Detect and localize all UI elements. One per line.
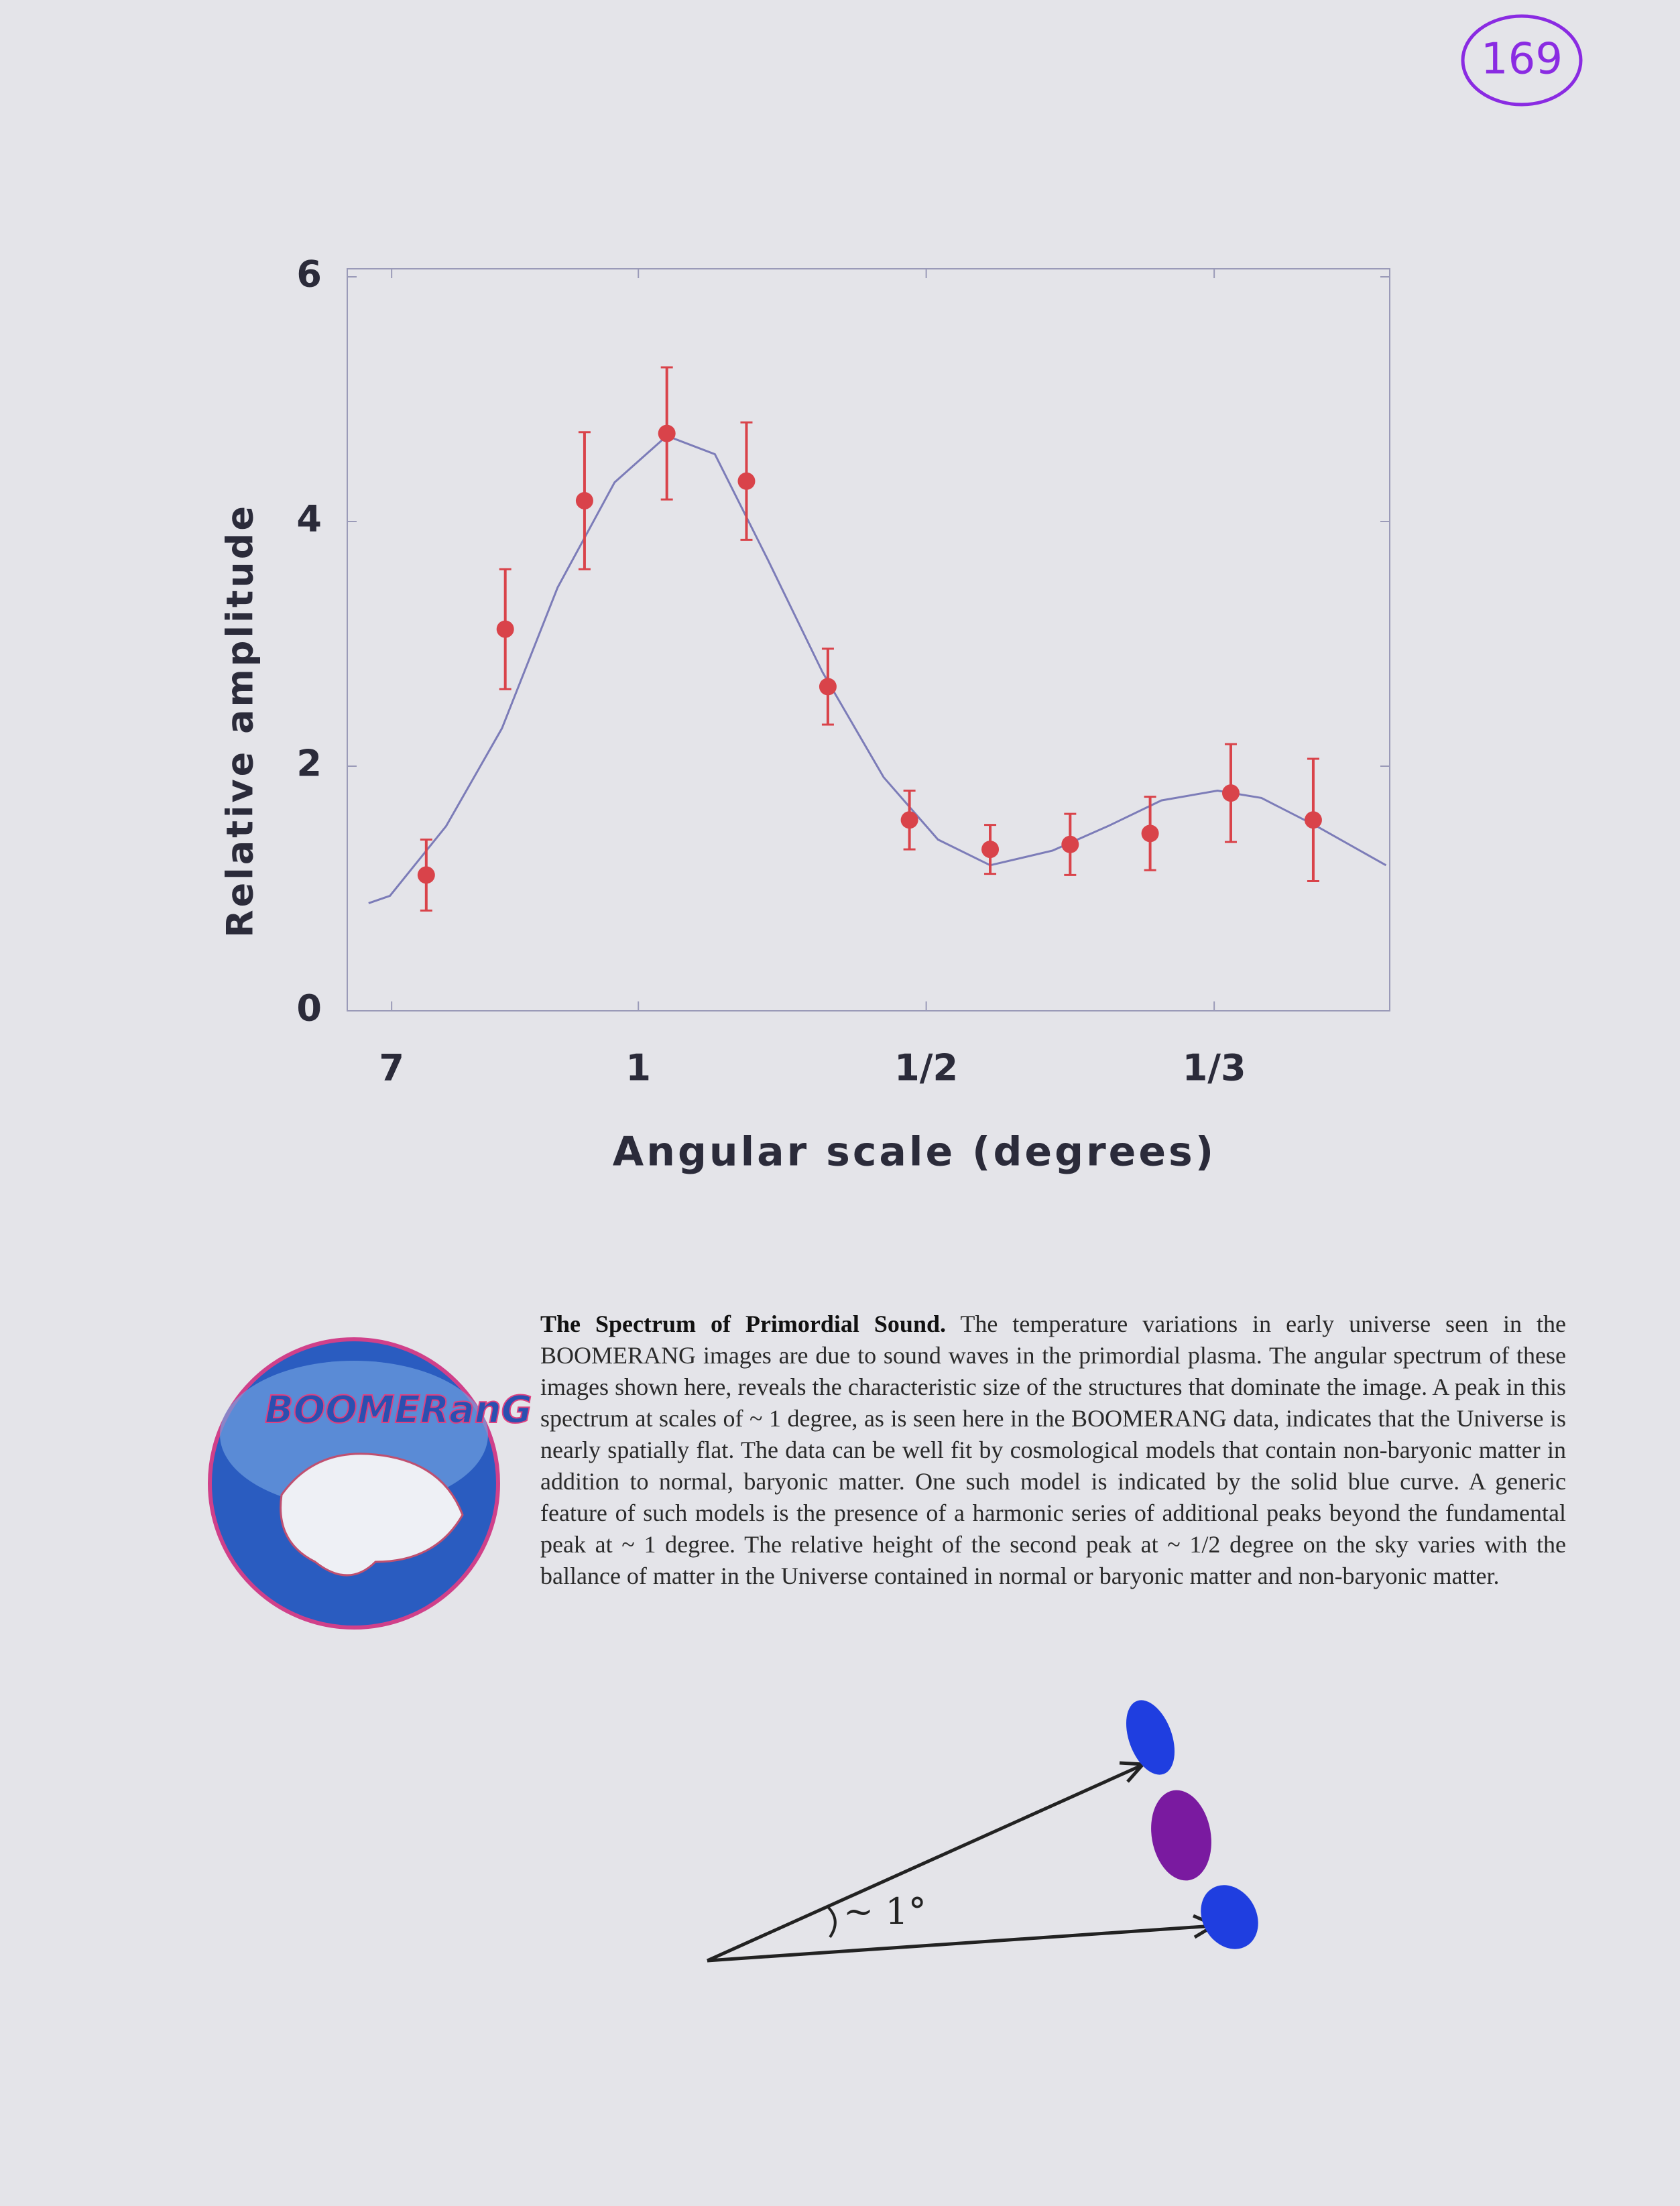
data-point [819,678,837,696]
y-tick-label: 0 [296,987,322,1030]
page-number: 169 [1481,35,1563,84]
ray-upper [706,1764,1141,1963]
plot: 0 2 4 6 7 1 1/2 1/3 Angular scale (degrees) Relat… [219,253,1390,1176]
caption-title: The Spectrum of Primordial Sound. [540,1310,947,1337]
caption: The Spectrum of Primordial Sound. The te… [540,1308,1566,1592]
data-point [575,491,593,509]
data-point [1221,784,1240,802]
data-point [658,424,676,442]
hot-spot [1126,1700,1175,1775]
data-point [1141,824,1159,843]
caption-body: The temperature variations in early univ… [540,1310,1566,1589]
x-tick-label: 1/2 [894,1047,958,1089]
data-point [737,472,756,490]
y-tick-label: 4 [296,498,322,540]
hot-spot [1151,1790,1211,1881]
angle-label: ~ 1° [843,1890,926,1933]
ray-lower [707,1924,1214,1963]
angle-arc [827,1906,837,1939]
hot-spot [1201,1885,1258,1949]
x-tick-label: 1 [625,1047,651,1089]
plot-frame [347,268,1390,1012]
y-axis-title: Relative amplitude [219,503,261,938]
data-point [496,620,514,638]
logo-continent [280,1453,464,1577]
data-point [900,811,918,829]
y-tick-label: 6 [296,253,322,296]
x-tick-label: 1/3 [1183,1047,1246,1089]
logo-label: BOOMERanG [265,1388,532,1432]
y-tick-label: 2 [296,743,322,785]
page-number-circle [1461,14,1583,107]
data-point [1061,835,1079,853]
x-axis-title: Angular scale (degrees) [613,1129,1216,1176]
data-point [417,866,435,884]
model-curve [368,434,1387,904]
x-tick-label: 7 [379,1047,404,1089]
data-point [1304,811,1322,829]
data-point [981,841,1000,859]
